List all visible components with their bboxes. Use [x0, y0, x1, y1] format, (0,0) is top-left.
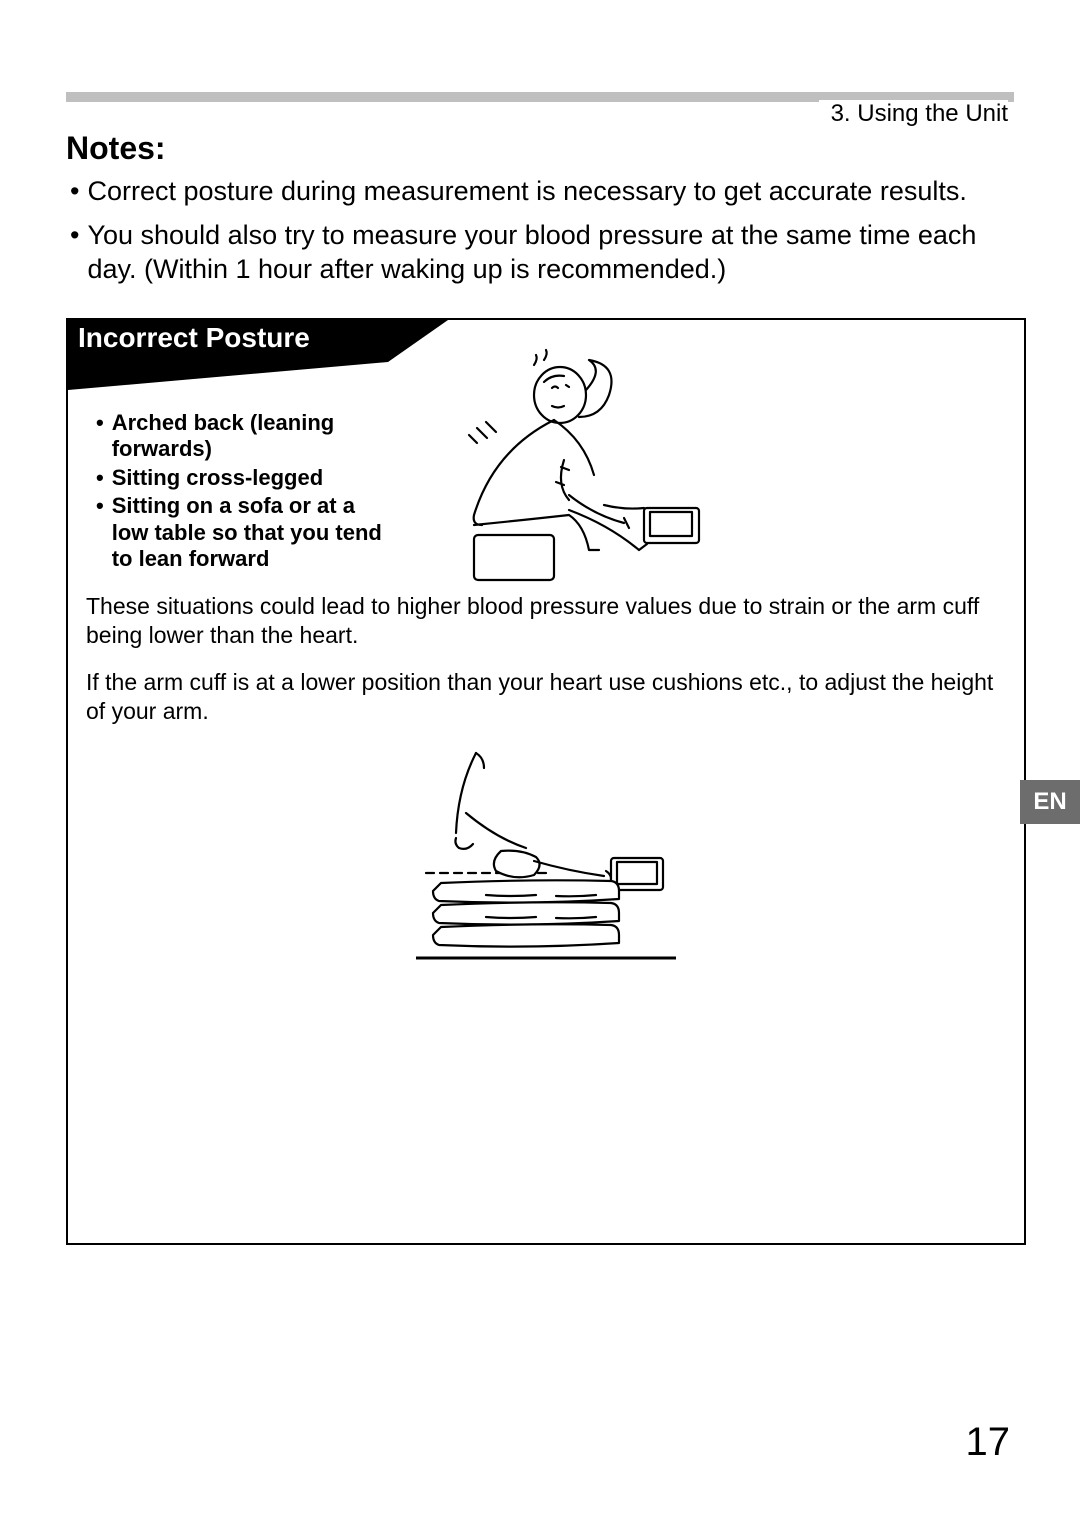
posture-explain-1: These situations could lead to higher bl… [86, 592, 1006, 650]
bullet-icon: • [70, 175, 79, 209]
page-number: 17 [966, 1420, 1011, 1465]
section-title: 3. Using the Unit [819, 100, 1008, 128]
bullet-icon: • [96, 493, 104, 572]
language-tab: EN [1020, 780, 1080, 824]
notes-heading: Notes: [66, 130, 166, 167]
posture-title: Incorrect Posture [78, 322, 310, 354]
posture-item: • Arched back (leaning forwards) [96, 410, 396, 463]
posture-explain-2: If the arm cuff is at a lower position t… [86, 668, 1006, 726]
incorrect-posture-illustration-icon [414, 340, 714, 590]
posture-item-text: Sitting on a sofa or at a low table so t… [112, 493, 396, 572]
correct-posture-illustration-icon [416, 743, 676, 983]
posture-item-text: Arched back (leaning forwards) [112, 410, 396, 463]
note-text: Correct posture during measurement is ne… [87, 175, 966, 209]
bullet-icon: • [96, 465, 104, 491]
note-item: • Correct posture during measurement is … [70, 175, 1014, 209]
posture-item: • Sitting cross-legged [96, 465, 396, 491]
notes-list: • Correct posture during measurement is … [70, 175, 1014, 296]
bullet-icon: • [70, 219, 79, 287]
note-item: • You should also try to measure your bl… [70, 219, 1014, 287]
posture-explanation: These situations could lead to higher bl… [86, 592, 1006, 725]
bullet-icon: • [96, 410, 104, 463]
note-text: You should also try to measure your bloo… [87, 219, 1014, 287]
incorrect-posture-panel: Incorrect Posture [66, 318, 1026, 1245]
posture-items-list: • Arched back (leaning forwards) • Sitti… [96, 410, 396, 572]
posture-item-text: Sitting cross-legged [112, 465, 323, 491]
posture-item: • Sitting on a sofa or at a low table so… [96, 493, 396, 572]
